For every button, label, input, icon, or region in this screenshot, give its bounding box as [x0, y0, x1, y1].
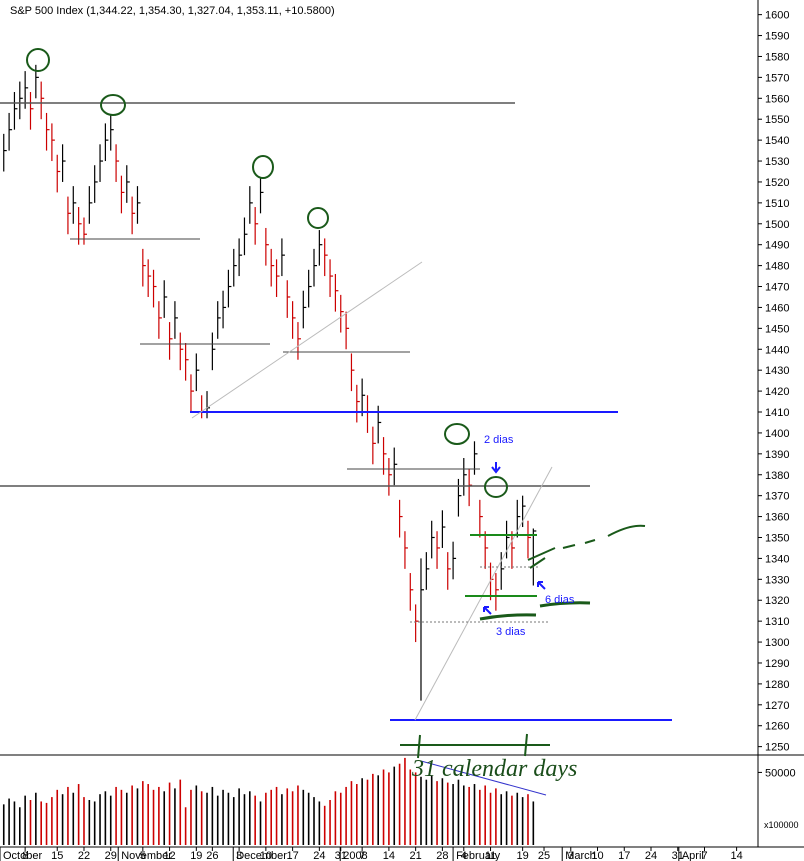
- hand-bracket: [400, 733, 550, 759]
- annotation-layer: [0, 48, 672, 796]
- chart-title: S&P 500 Index (1,344.22, 1,354.30, 1,327…: [10, 5, 335, 17]
- x-tick-label: 3: [236, 850, 242, 861]
- y-tick-label: 1450: [765, 323, 789, 335]
- y-tick-label: 1590: [765, 31, 789, 43]
- x-tick-label: 3: [568, 850, 574, 861]
- y-tick-label: 1270: [765, 700, 789, 712]
- hand-circle: [100, 94, 126, 116]
- y-tick-label: 1580: [765, 51, 789, 63]
- x-tick-label: 21: [410, 850, 422, 861]
- y-tick-label: 1420: [765, 386, 789, 398]
- x-tick-label: 22: [78, 850, 90, 861]
- arrow: [537, 581, 546, 590]
- y-tick-label: 1530: [765, 156, 789, 168]
- hand-circle: [444, 423, 470, 445]
- x-tick-label: 17: [286, 850, 298, 861]
- handwritten-note: 31 calendar days: [411, 756, 577, 782]
- y-tick-label: 1500: [765, 219, 789, 231]
- y-tick-label: 1360: [765, 512, 789, 524]
- x-tick-label: 11: [485, 850, 496, 861]
- x-tick-label: 29: [105, 850, 117, 861]
- hand-circle: [484, 476, 508, 498]
- x-tick-label: 14: [730, 850, 742, 861]
- x-tick-label: 7: [359, 850, 365, 861]
- hand-circle: [26, 48, 50, 72]
- y-tick-label: 1250: [765, 742, 789, 754]
- y-tick-label: 1350: [765, 532, 789, 544]
- x-tick-label: 25: [538, 850, 550, 861]
- y-tick-label: 1290: [765, 658, 789, 670]
- x-tick-label: 7: [701, 850, 707, 861]
- y-tick-label: 1550: [765, 114, 789, 126]
- y-tick-label: 1400: [765, 428, 789, 440]
- y-tick-label: 1430: [765, 365, 789, 377]
- x-tick-label: 31: [672, 850, 684, 861]
- trend-line: [191, 261, 423, 419]
- x-tick-label: 28: [436, 850, 448, 861]
- y-tick-label: 1390: [765, 449, 789, 461]
- y-tick-label: 1300: [765, 637, 789, 649]
- y-tick-label: 1370: [765, 491, 789, 503]
- y-tick-label: 1560: [765, 93, 789, 105]
- month-label: October: [3, 850, 42, 861]
- hand-stroke: [529, 557, 546, 569]
- y-tick-label: 1490: [765, 240, 789, 252]
- month-label: March: [565, 850, 596, 861]
- month-label: November: [121, 850, 172, 861]
- hand-circle: [307, 207, 329, 229]
- y-tick-label: 1310: [765, 616, 789, 628]
- x-tick-label: 24: [645, 850, 657, 861]
- hand-stroke: [479, 613, 537, 621]
- y-tick-label: 1320: [765, 595, 789, 607]
- x-tick-label: 10: [260, 850, 272, 861]
- x-tick-label: 14: [383, 850, 395, 861]
- hand-circle: [252, 155, 274, 179]
- x-tick-label: 19: [517, 850, 529, 861]
- x-tick-label: 31: [335, 850, 347, 861]
- y-tick-label: 1260: [765, 721, 789, 733]
- y-tick-label: 1440: [765, 344, 789, 356]
- y-tick-label: 1470: [765, 282, 789, 294]
- annotation: 2 dias: [484, 434, 514, 446]
- x-tick-label: 8: [22, 850, 28, 861]
- month-label: April: [682, 850, 704, 861]
- y-tick-label: 1570: [765, 72, 789, 84]
- month-label: February: [456, 850, 501, 861]
- y-tick-label: 1540: [765, 135, 789, 147]
- annotation: 6 dias: [545, 594, 575, 606]
- y-tick-label: 1410: [765, 407, 789, 419]
- x-tick-label: 10: [591, 850, 603, 861]
- y-tick-label: 1380: [765, 470, 789, 482]
- trend-line: [414, 466, 553, 721]
- volume-unit: x100000: [764, 820, 799, 830]
- x-tick-label: 17: [618, 850, 630, 861]
- hand-stroke: [527, 524, 646, 561]
- x-tick-label: 19: [190, 850, 202, 861]
- y-tick-label: 1280: [765, 679, 789, 691]
- annotation: 3 dias: [496, 626, 526, 638]
- volume-trend-line: [420, 760, 547, 796]
- x-tick-label: 5: [140, 850, 146, 861]
- y-tick-label: 1340: [765, 553, 789, 565]
- month-label: December: [236, 850, 287, 861]
- y-tick-label: 1520: [765, 177, 789, 189]
- x-tick-label: 4: [461, 850, 467, 861]
- y-tick-label: 1460: [765, 302, 789, 314]
- y-tick-label: 1510: [765, 198, 789, 210]
- y-tick-label: 50000: [765, 767, 796, 779]
- y-tick-label: 1480: [765, 261, 789, 273]
- x-tick-label: 12: [163, 850, 175, 861]
- y-tick-label: 1600: [765, 10, 789, 22]
- x-tick-label: 24: [313, 850, 325, 861]
- hand-stroke: [539, 601, 591, 608]
- x-tick-label: 15: [51, 850, 63, 861]
- arrow: [483, 606, 492, 615]
- x-tick-label: 26: [206, 850, 218, 861]
- month-label: 2008: [343, 850, 367, 861]
- arrow: [491, 462, 501, 474]
- y-tick-label: 1330: [765, 574, 789, 586]
